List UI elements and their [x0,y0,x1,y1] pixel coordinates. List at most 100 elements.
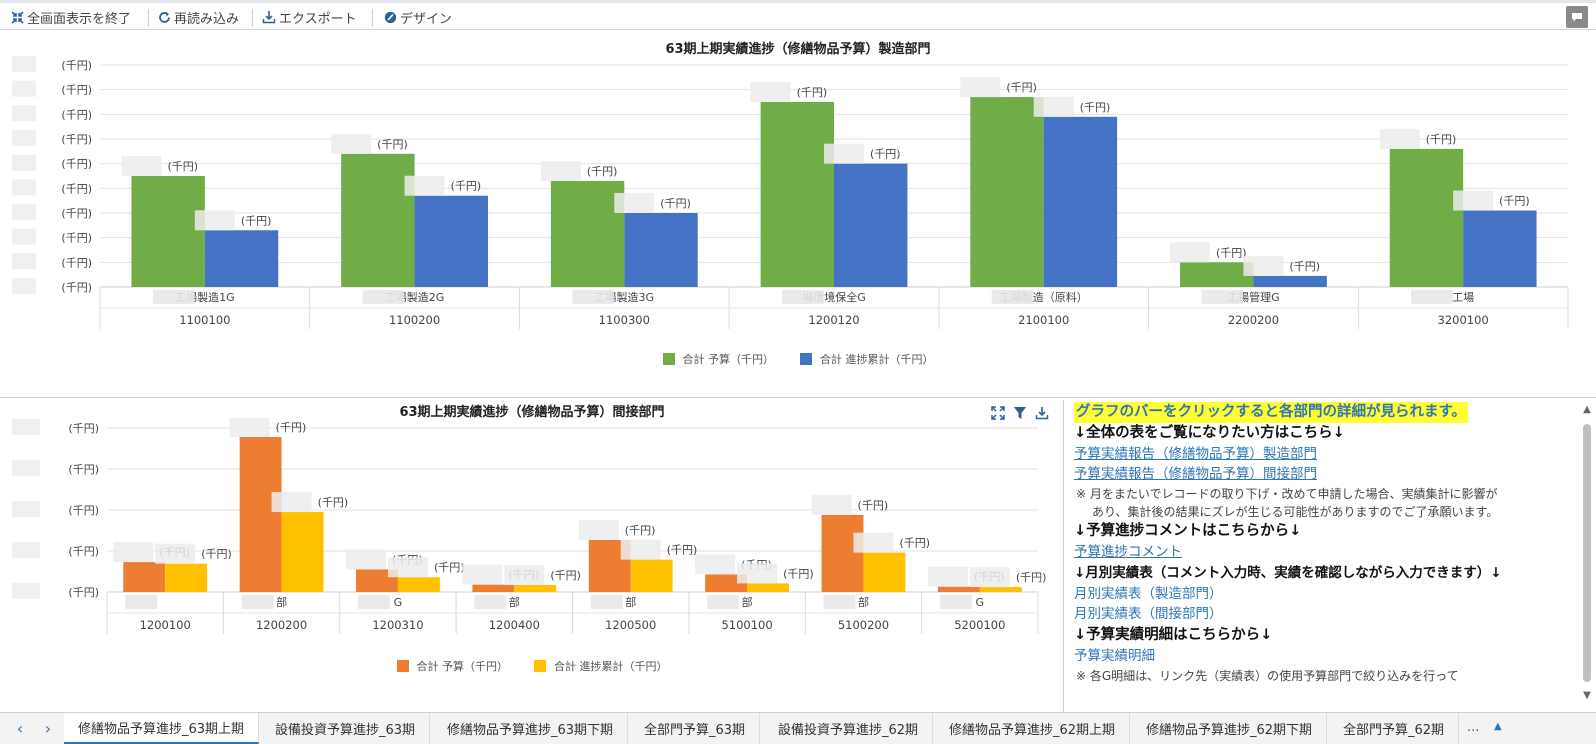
bar-progress[interactable] [397,577,440,592]
redacted-data-label [194,210,235,231]
bar-progress[interactable] [281,512,324,592]
link-budget-report-manufacturing[interactable]: 予算実績報告（修繕物品予算）製造部門 [1074,445,1317,462]
bar-budget[interactable] [356,569,398,592]
bar-progress[interactable] [747,583,789,592]
tab-62-all[interactable]: 全部門予算_62期 [1329,713,1460,744]
exit-fullscreen-label: 全画面表示を終了 [27,11,132,27]
bar-progress[interactable] [1463,210,1537,287]
chart-panel-manufacturing: 63期上期実績進捗（修繕物品予算）製造部門 (千円) (千円) (千円) (千円) (千… [0,31,1596,398]
legend-item-progress[interactable]: 合計 進捗累計（千円） [534,658,668,674]
scroll-thumb[interactable] [1583,424,1591,682]
data-label-unit: (千円) [318,496,349,509]
redacted-data-label [540,160,581,181]
download-icon [262,10,276,24]
bar-budget[interactable] [123,562,166,592]
info-note: ※ 各G明細は、リンク先（実績表）の使用予算部門で絞り込みを行って [1076,668,1459,683]
tab-62-capex[interactable]: 設備投資予算進捗_62期 [764,713,934,744]
tab-62-h2-repair[interactable]: 修繕物品予算進捗_62期下期 [1132,713,1328,744]
legend-item-budget[interactable]: 合計 予算（千円） [396,658,508,674]
category-code-label: 1200200 [256,618,307,632]
export-button[interactable]: エクスポート [262,7,357,27]
bar-progress[interactable] [834,163,908,287]
bar-progress[interactable] [204,230,279,287]
data-label-unit: (千円) [451,180,482,193]
redacted-data-label [1170,242,1211,263]
link-monthly-indirect[interactable]: 月別実績表（間接部門） [1074,606,1223,623]
bar-budget[interactable] [550,180,625,287]
toolbar-divider [148,9,149,27]
legend-item-progress[interactable]: 合計 進捗累計（千円） [800,351,934,367]
tab-63-all[interactable]: 全部門予算_63期 [630,713,761,744]
legend-swatch [800,353,812,365]
chart-panel-indirect: 63期上期実績進捗（修繕物品予算）間接部門 (千円) (千円) (千円) (千円) (千… [0,400,1064,712]
bar-progress[interactable] [979,587,1022,592]
filter-icon[interactable] [1013,406,1027,420]
reload-button[interactable]: 再読み込み [157,7,239,27]
bar-budget[interactable] [1389,148,1464,287]
redacted-category-name [241,595,274,609]
bar-progress[interactable] [514,585,557,592]
chart-title: 63期上期実績進捗（修繕物品予算）製造部門 [665,42,931,57]
tab-62-h1-repair[interactable]: 修繕物品予算進捗_62期上期 [935,713,1131,744]
category-code-label: 5100100 [721,618,772,632]
redacted-tick [12,253,36,270]
link-budget-comment[interactable]: 予算進捗コメント [1074,543,1182,560]
redacted-tick [12,583,40,599]
tab-prev-icon[interactable]: ‹ [16,719,24,738]
link-monthly-manufacturing[interactable]: 月別実績表（製造部門） [1074,585,1223,602]
bar-progress[interactable] [630,559,673,592]
bar-progress[interactable] [1253,275,1327,287]
redacted-data-label [504,565,545,586]
comment-button[interactable] [1566,6,1588,28]
redacted-data-label [750,82,791,102]
tab-more[interactable]: ... [1467,720,1480,735]
data-label-unit: (千円) [797,86,828,99]
category-code-label: 3200100 [1438,313,1489,327]
exit-fullscreen-button[interactable]: 全画面表示を終了 [10,7,131,27]
tab-next-icon[interactable]: › [44,719,52,738]
redacted-data-label [927,566,968,587]
y-tick-label: (千円) [68,586,99,599]
tab-63-capex[interactable]: 設備投資予算進捗_63期 [261,713,431,744]
bar-budget[interactable] [705,574,748,592]
scroll-down-icon[interactable]: ▼ [1583,689,1591,701]
bar-progress[interactable] [414,195,488,287]
bar-budget[interactable] [1180,262,1254,287]
y-tick-label: (千円) [68,545,99,558]
link-budget-detail[interactable]: 予算実績明細 [1074,647,1155,664]
bar-budget[interactable] [131,176,205,287]
tab-list-icon[interactable]: ▲ [1494,721,1502,732]
scroll-up-icon[interactable]: ▲ [1583,403,1591,415]
data-label-unit: (千円) [550,569,581,582]
legend-item-budget[interactable]: 合計 予算（千円） [662,351,774,367]
info-content: グラフのバーをクリックすると各部門の詳細が見られます。 ↓全体の表をご覧になりた… [1074,402,1564,685]
data-label-unit: (千円) [1006,81,1037,94]
redacted-data-label [1033,96,1074,117]
bar-budget[interactable] [472,584,515,592]
expand-icon[interactable] [991,406,1005,420]
bar-progress[interactable] [1043,116,1118,287]
bar-budget[interactable] [937,586,980,592]
toolbar-divider [372,9,373,27]
bar-progress[interactable] [863,552,906,592]
data-label-unit: (千円) [434,561,465,574]
design-button[interactable]: デザイン [383,7,452,27]
bar-budget[interactable] [970,97,1044,287]
bar-progress[interactable] [165,563,208,592]
tab-63-h1-repair[interactable]: 修繕物品予算進捗_63期上期 [64,713,260,744]
bar-budget[interactable] [821,514,864,592]
redacted-category-name [1201,290,1244,304]
bar-budget[interactable] [239,437,282,592]
download-icon[interactable] [1035,406,1049,420]
redacted-category-name [707,595,740,609]
link-budget-report-indirect[interactable]: 予算実績報告（修繕物品予算）間接部門 [1074,466,1317,483]
scrollbar[interactable]: ▲ ▼ [1580,402,1594,702]
redacted-tick [12,204,36,220]
bar-progress[interactable] [624,213,698,287]
legend-swatch [662,353,675,365]
data-label-unit: (千円) [858,499,889,512]
y-tick-label: (千円) [61,84,92,97]
bar-budget[interactable] [341,153,415,287]
bar-budget[interactable] [760,102,834,287]
tab-63-h2-repair[interactable]: 修繕物品予算進捗_63期下期 [433,713,629,744]
